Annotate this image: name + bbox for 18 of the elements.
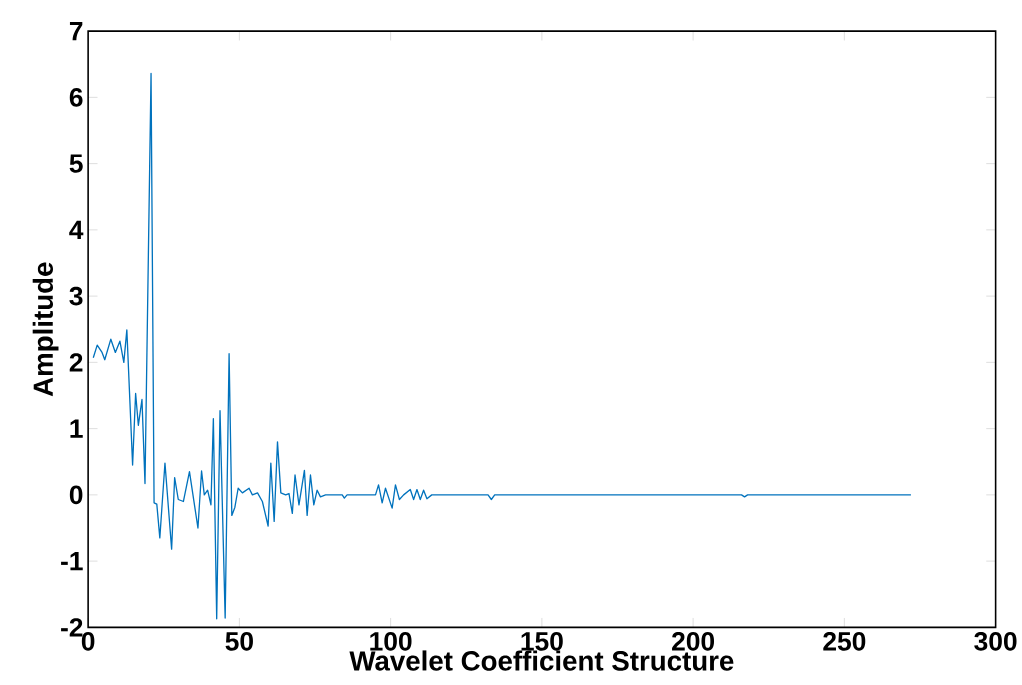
x-tick-label: 100 bbox=[370, 631, 412, 651]
y-tick-label: 2 bbox=[69, 352, 83, 372]
x-tick-label: 150 bbox=[521, 631, 563, 651]
y-tick-label: 0 bbox=[69, 485, 83, 504]
y-tick-label: 5 bbox=[69, 154, 83, 173]
y-tick-label: 6 bbox=[69, 87, 83, 107]
x-tick-label: 50 bbox=[225, 631, 253, 651]
y-tick-label: 4 bbox=[69, 220, 84, 239]
y-tick-label: -2 bbox=[61, 617, 83, 637]
x-axis-title: Wavelet Coefficient Structure bbox=[349, 650, 734, 671]
x-tick-label: 200 bbox=[672, 631, 715, 651]
y-axis-title: Amplitude bbox=[32, 262, 59, 396]
y-tick-label: 3 bbox=[69, 286, 83, 306]
y-tick-label: 1 bbox=[70, 419, 83, 438]
y-tick-label: -1 bbox=[61, 551, 83, 570]
y-tick-label: 7 bbox=[69, 21, 83, 40]
x-tick-label: 250 bbox=[823, 631, 866, 651]
x-tick-label: 300 bbox=[974, 631, 1017, 651]
